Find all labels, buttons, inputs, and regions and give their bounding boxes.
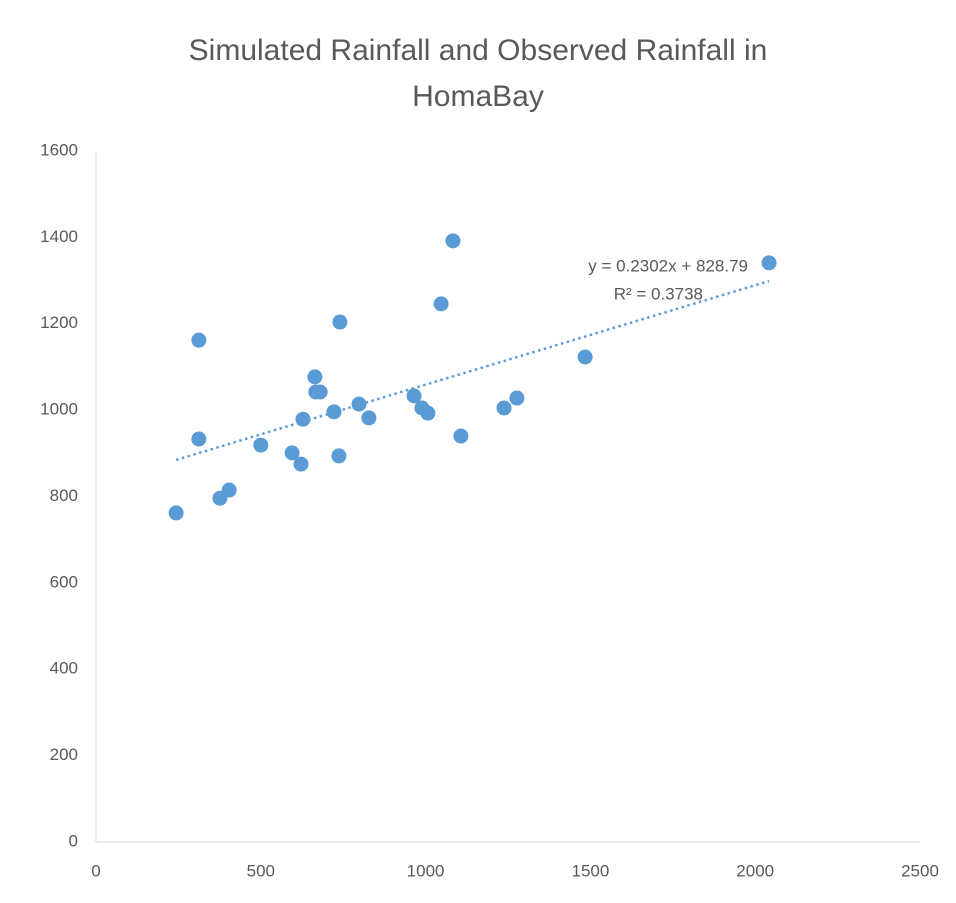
x-tick-label: 2000 — [736, 861, 774, 880]
point — [253, 437, 269, 453]
x-tick-label: 1500 — [571, 861, 609, 880]
trendline-equation: y = 0.2302x + 828.79 — [588, 256, 748, 275]
y-tick-label: 200 — [50, 745, 78, 764]
point — [307, 369, 323, 385]
y-tick-label: 1400 — [40, 227, 78, 246]
point — [577, 349, 593, 365]
point — [509, 390, 525, 406]
point — [293, 456, 309, 472]
x-tick-label: 500 — [247, 861, 275, 880]
point — [191, 431, 207, 447]
point — [761, 255, 777, 271]
point — [496, 400, 512, 416]
point — [312, 384, 328, 400]
point — [433, 296, 449, 312]
point — [284, 445, 300, 461]
point — [331, 448, 347, 464]
point — [453, 428, 469, 444]
point — [445, 233, 461, 249]
y-tick-label: 400 — [50, 659, 78, 678]
x-tick-label: 2500 — [901, 861, 939, 880]
y-tick-label: 1000 — [40, 400, 78, 419]
point — [295, 411, 311, 427]
point — [361, 410, 377, 426]
point — [351, 396, 367, 412]
y-tick-label: 1200 — [40, 313, 78, 332]
trendline — [175, 279, 770, 462]
point — [406, 388, 422, 404]
chart-title: Simulated Rainfall and Observed Rainfall… — [188, 34, 768, 113]
y-tick-label: 800 — [50, 486, 78, 505]
y-tick-label: 1600 — [40, 140, 78, 159]
point — [191, 332, 207, 348]
y-tick-label: 600 — [50, 572, 78, 591]
x-tick-label: 1000 — [407, 861, 445, 880]
point — [168, 505, 184, 521]
trendline-r-squared: R² = 0.3738 — [614, 284, 703, 303]
x-tick-label: 0 — [91, 861, 100, 880]
point — [326, 404, 342, 420]
point — [420, 405, 436, 421]
point — [221, 482, 237, 498]
y-tick-label: 0 — [69, 831, 78, 850]
point — [332, 314, 348, 330]
